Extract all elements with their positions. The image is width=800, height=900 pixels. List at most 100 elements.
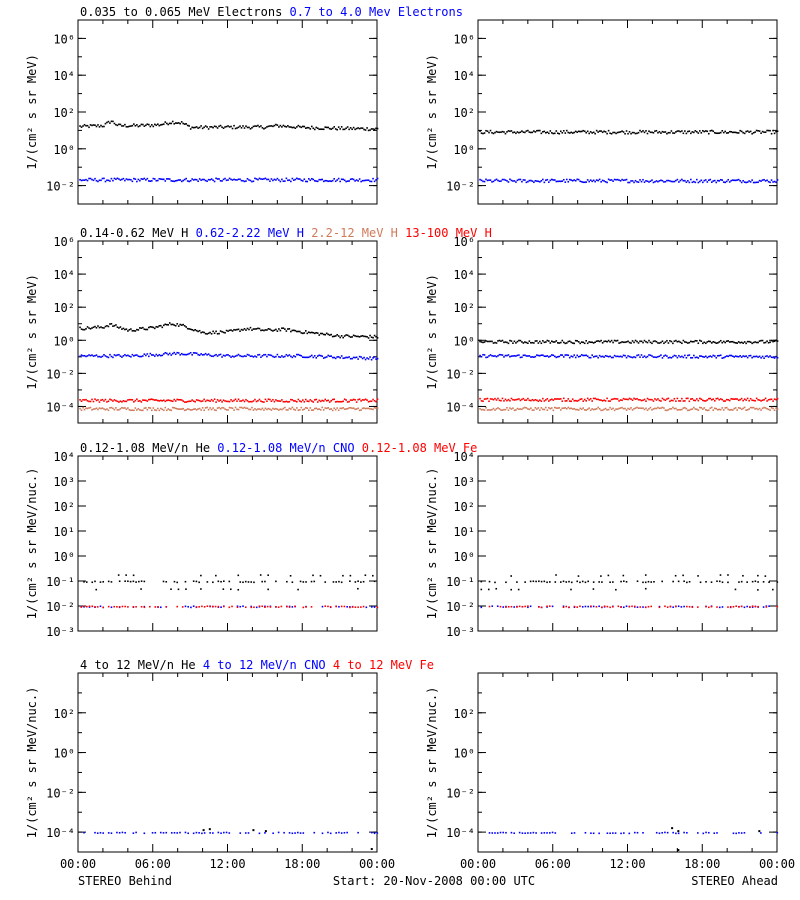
data-point <box>269 125 271 127</box>
data-point <box>652 131 655 134</box>
data-point <box>536 408 538 410</box>
data-point <box>92 326 95 329</box>
data-point <box>164 323 167 326</box>
data-point <box>688 354 691 356</box>
data-point <box>234 329 237 331</box>
data-point <box>110 832 113 834</box>
data-point <box>201 178 204 181</box>
data-point <box>293 408 295 411</box>
data-point <box>540 354 543 357</box>
data-point <box>335 832 337 834</box>
data-point <box>88 606 91 608</box>
data-point <box>570 355 573 358</box>
y-axis-label: 1/(cm² s sr MeV) <box>25 54 39 170</box>
data-point <box>642 399 644 402</box>
data-point <box>92 355 95 357</box>
data-point <box>613 354 616 357</box>
data-point <box>583 130 586 133</box>
data-point <box>548 181 550 183</box>
data-point <box>98 407 101 409</box>
data-point <box>287 355 289 357</box>
data-point <box>343 398 346 401</box>
data-point <box>505 581 507 584</box>
data-point <box>373 180 376 183</box>
data-point <box>562 580 565 583</box>
data-point <box>542 340 544 342</box>
data-point <box>561 354 564 356</box>
data-point <box>739 407 741 410</box>
data-point <box>763 131 765 134</box>
data-point <box>519 131 522 134</box>
data-point <box>364 179 367 182</box>
data-point <box>496 605 499 608</box>
data-point <box>742 407 744 410</box>
data-point <box>748 131 750 133</box>
data-point <box>192 832 195 835</box>
data-point <box>699 397 701 400</box>
data-point <box>670 399 673 402</box>
data-point <box>277 831 280 834</box>
y-axis-label: 1/(cm² s sr MeV) <box>425 274 439 390</box>
data-point <box>212 126 214 129</box>
data-point <box>628 397 631 400</box>
data-point <box>506 406 508 409</box>
data-point <box>116 409 119 411</box>
data-point <box>606 355 608 358</box>
data-point <box>548 356 550 358</box>
series-heavy-high-behind-0 <box>202 828 373 851</box>
data-point <box>299 125 301 128</box>
data-point <box>83 123 86 126</box>
data-point <box>540 179 543 182</box>
data-point <box>194 126 196 129</box>
data-point <box>83 328 86 331</box>
data-point <box>155 325 158 328</box>
data-point <box>264 832 266 834</box>
data-point <box>606 132 608 135</box>
y-tick-label: 10⁴ <box>453 450 475 464</box>
data-point <box>742 399 744 402</box>
data-point <box>562 130 565 132</box>
data-point <box>705 580 707 583</box>
data-point <box>260 125 262 127</box>
data-point <box>497 355 499 357</box>
data-point <box>700 179 703 182</box>
data-point <box>510 575 512 577</box>
data-point <box>715 397 718 400</box>
data-point <box>576 408 579 411</box>
data-point <box>176 408 179 410</box>
data-point <box>349 127 352 129</box>
data-point <box>492 180 495 183</box>
data-point <box>127 178 129 181</box>
data-point <box>658 606 661 609</box>
data-point <box>737 407 740 409</box>
data-point <box>504 354 507 357</box>
data-point <box>165 178 168 180</box>
data-point <box>480 606 483 609</box>
data-point <box>510 605 513 608</box>
data-point <box>269 398 271 401</box>
data-point <box>179 408 182 410</box>
data-point <box>502 606 505 608</box>
data-point <box>735 832 737 835</box>
data-point <box>352 334 355 337</box>
data-point <box>716 179 719 182</box>
data-point <box>552 399 555 401</box>
data-point <box>485 398 487 400</box>
data-point <box>340 605 343 608</box>
data-point <box>636 132 638 135</box>
data-point <box>731 131 734 134</box>
data-point <box>364 129 367 131</box>
data-point <box>189 179 192 182</box>
data-point <box>571 398 574 400</box>
data-point <box>201 832 203 835</box>
data-point <box>361 399 364 401</box>
data-point <box>222 331 225 334</box>
data-point <box>628 181 631 184</box>
data-point <box>615 132 617 135</box>
data-point <box>601 131 604 134</box>
data-point <box>631 605 633 608</box>
data-point <box>109 323 111 325</box>
data-point <box>348 128 350 131</box>
data-point <box>253 606 255 609</box>
data-point <box>270 354 273 357</box>
